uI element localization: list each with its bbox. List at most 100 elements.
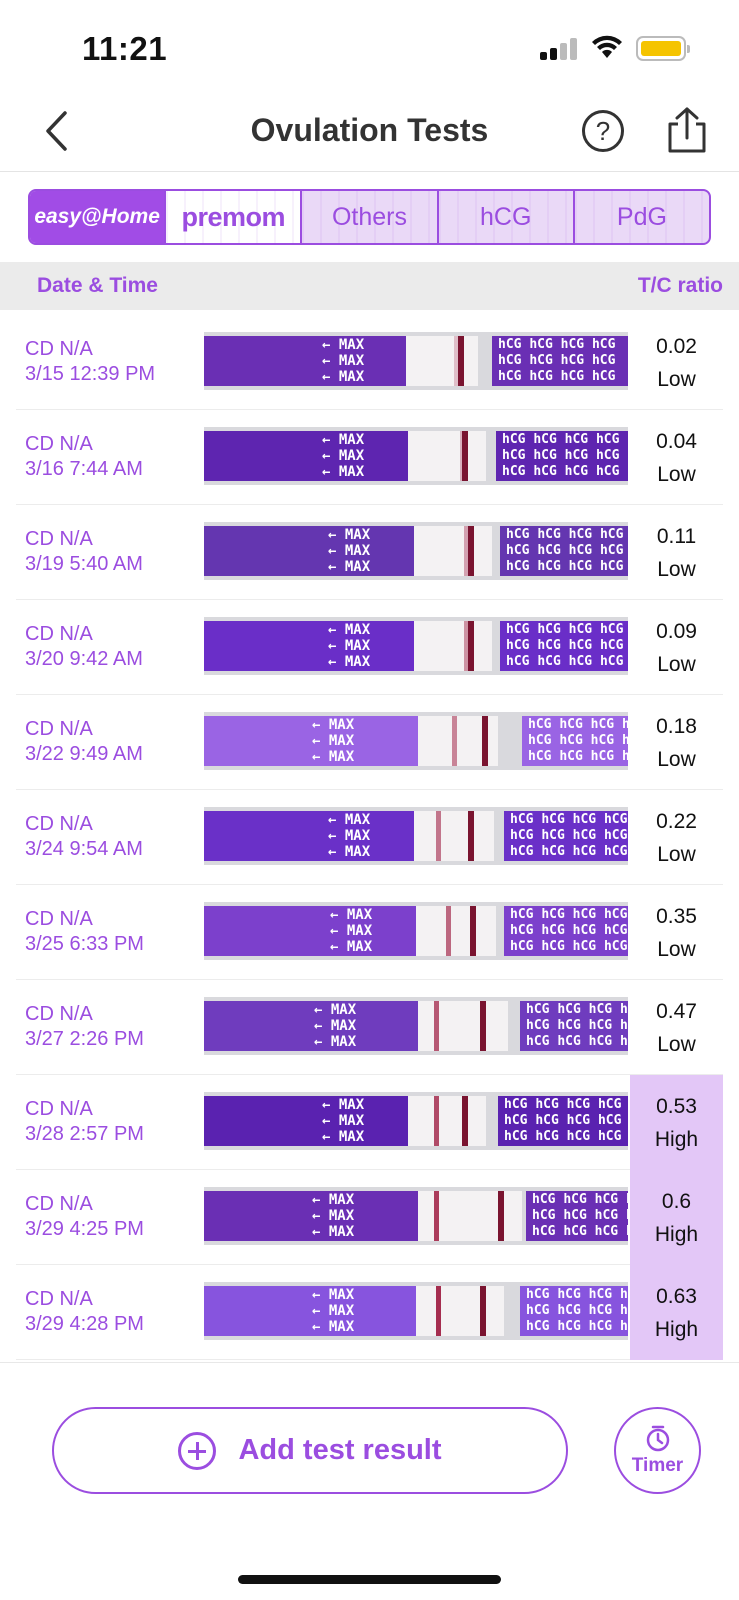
- test-datetime: 3/15 12:39 PM: [25, 363, 156, 385]
- tab-easy-home[interactable]: easy@Home: [30, 191, 167, 243]
- strip-result-window: [414, 621, 492, 671]
- test-line: [436, 811, 441, 861]
- strip-result-window: [418, 1001, 508, 1051]
- help-button[interactable]: ?: [582, 110, 624, 152]
- tc-ratio-cell: 0.35 Low: [630, 885, 723, 980]
- strip-handle: [204, 431, 316, 481]
- test-result-row[interactable]: CD N/A 3/20 9:42 AM ← MAX ← MAX ← MAX hCG hCG…: [16, 600, 723, 695]
- strip-max-marking: ← MAX ← MAX ← MAX: [316, 431, 408, 481]
- lh-level-label: Low: [657, 462, 696, 486]
- tc-ratio-value: 0.63: [656, 1284, 697, 1308]
- test-line: [434, 1001, 439, 1051]
- lh-level-label: Low: [657, 367, 696, 391]
- test-result-row[interactable]: CD N/A 3/19 5:40 AM ← MAX ← MAX ← MAX hCG hCG…: [16, 505, 723, 600]
- lh-level-label: High: [654, 1317, 699, 1341]
- control-line: [480, 1001, 486, 1051]
- brand-tab-bar: easy@Home premom Others hCG PdG: [28, 189, 711, 245]
- test-results-list: CD N/A 3/15 12:39 PM ← MAX ← MAX ← MAX hCG hC…: [0, 315, 739, 1360]
- test-line: [434, 1096, 439, 1146]
- strip-max-marking: ← MAX ← MAX ← MAX: [324, 906, 416, 956]
- tab-premom[interactable]: premom: [166, 191, 303, 243]
- cycle-day-label: CD N/A: [25, 1193, 93, 1215]
- test-result-row[interactable]: CD N/A 3/27 2:26 PM ← MAX ← MAX ← MAX hCG hCG…: [16, 980, 723, 1075]
- tc-ratio-cell: 0.09 Low: [630, 600, 723, 695]
- control-line: [482, 716, 488, 766]
- strip-max-marking: ← MAX ← MAX ← MAX: [316, 336, 406, 386]
- tc-ratio-cell: 0.63 High: [630, 1265, 723, 1360]
- tab-hcg[interactable]: hCG: [438, 191, 575, 243]
- test-datetime: 3/28 2:57 PM: [25, 1123, 144, 1145]
- tc-ratio-cell: 0.11 Low: [630, 505, 723, 600]
- test-datetime: 3/19 5:40 AM: [25, 553, 143, 575]
- share-button[interactable]: [664, 106, 710, 154]
- cycle-day-label: CD N/A: [25, 528, 93, 550]
- test-line: [446, 906, 451, 956]
- tab-others[interactable]: Others: [302, 191, 439, 243]
- tc-ratio-cell: 0.18 Low: [630, 695, 723, 790]
- strip-handle: [204, 1286, 306, 1336]
- test-result-row[interactable]: CD N/A 3/16 7:44 AM ← MAX ← MAX ← MAX hCG hCG…: [16, 410, 723, 505]
- control-line: [470, 906, 476, 956]
- table-header: Date & Time T/C ratio: [0, 262, 739, 310]
- test-result-row[interactable]: CD N/A 3/22 9:49 AM ← MAX ← MAX ← MAX hCG hCG…: [16, 695, 723, 790]
- add-test-result-label: Add test result: [238, 1434, 442, 1466]
- strip-result-window: [406, 336, 478, 386]
- test-datetime: 3/29 4:28 PM: [25, 1313, 144, 1335]
- tc-ratio-cell: 0.53 High: [630, 1075, 723, 1170]
- tc-ratio-column-header: T/C ratio: [637, 274, 723, 297]
- strip-handle: [204, 716, 306, 766]
- tc-ratio-value: 0.47: [656, 999, 697, 1023]
- nav-bar: Ovulation Tests ?: [0, 90, 739, 172]
- strip-max-marking: ← MAX ← MAX ← MAX: [306, 1191, 418, 1241]
- tc-ratio-cell: 0.22 Low: [630, 790, 723, 885]
- tab-pdg[interactable]: PdG: [574, 191, 709, 243]
- bottom-divider: [0, 1362, 739, 1363]
- add-test-result-button[interactable]: Add test result: [52, 1407, 568, 1494]
- test-result-row[interactable]: CD N/A 3/25 6:33 PM ← MAX ← MAX ← MAX hCG hCG…: [16, 885, 723, 980]
- cycle-day-label: CD N/A: [25, 433, 93, 455]
- tc-ratio-value: 0.02: [656, 334, 697, 358]
- test-result-row[interactable]: CD N/A 3/29 4:25 PM ← MAX ← MAX ← MAX hCG hCG…: [16, 1170, 723, 1265]
- strip-result-window: [414, 526, 492, 576]
- strip-result-window: [408, 431, 486, 481]
- lh-level-label: High: [654, 1127, 699, 1151]
- home-indicator: [238, 1575, 501, 1584]
- back-button[interactable]: [36, 108, 76, 154]
- test-result-row[interactable]: CD N/A 3/15 12:39 PM ← MAX ← MAX ← MAX hCG hC…: [16, 315, 723, 410]
- cycle-day-label: CD N/A: [25, 908, 93, 930]
- control-line: [462, 431, 468, 481]
- date-time-column-header: Date & Time: [37, 274, 158, 297]
- strip-handle: [204, 1191, 306, 1241]
- test-result-row[interactable]: CD N/A 3/29 4:28 PM ← MAX ← MAX ← MAX hCG hCG…: [16, 1265, 723, 1360]
- lh-level-label: Low: [657, 747, 696, 771]
- test-result-row[interactable]: CD N/A 3/24 9:54 AM ← MAX ← MAX ← MAX hCG hCG…: [16, 790, 723, 885]
- status-bar: 11:21: [0, 0, 739, 90]
- timer-button[interactable]: Timer: [614, 1407, 701, 1494]
- lh-level-label: Low: [657, 842, 696, 866]
- lh-level-label: Low: [657, 937, 696, 961]
- test-line: [464, 621, 469, 671]
- strip-handle: [204, 811, 322, 861]
- test-result-row[interactable]: CD N/A 3/28 2:57 PM ← MAX ← MAX ← MAX hCG hCG…: [16, 1075, 723, 1170]
- page-title: Ovulation Tests: [250, 112, 489, 148]
- tc-ratio-value: 0.53: [656, 1094, 697, 1118]
- tc-ratio-cell: 0.02 Low: [630, 315, 723, 410]
